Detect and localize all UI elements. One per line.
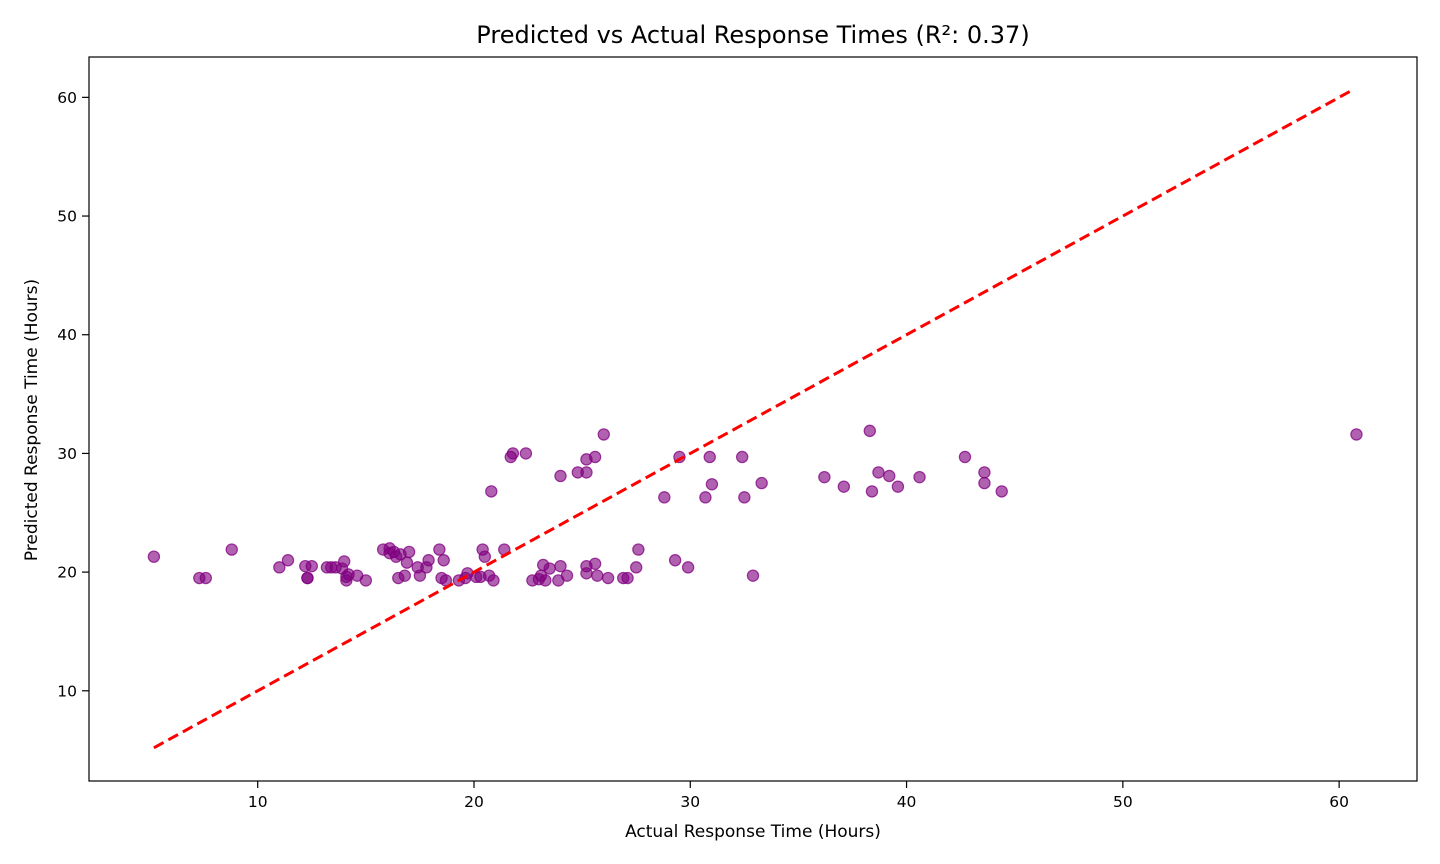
data-point [872,466,885,479]
x-tick-label: 30 [680,793,700,811]
x-tick-label: 10 [248,793,268,811]
data-point [597,428,610,441]
data-point [539,574,552,587]
plot-frame [88,56,1418,782]
x-tick-label: 40 [897,793,917,811]
data-point [478,550,492,563]
data-point [630,561,643,574]
data-point [301,571,314,585]
data-point [485,485,498,498]
data-point [554,469,567,483]
data-point [519,447,533,460]
reference-line-layer [153,90,1351,750]
x-axis-ticks: 10 20 30 40 50 60 [248,781,1349,811]
data-point [359,574,373,587]
data-point [506,447,520,460]
data-point [543,562,556,575]
data-point [865,485,879,498]
y-tick-label: 30 [57,445,77,463]
data-point [433,543,446,556]
data-point [958,450,972,464]
chart-title: Predicted vs Actual Response Times (R²: … [476,21,1029,49]
y-tick-label: 60 [57,89,77,107]
data-points [147,424,1363,587]
data-point [560,569,574,582]
data-point [837,480,851,493]
data-point [995,485,1008,498]
data-point [746,569,760,582]
data-point [554,559,567,573]
y-tick-label: 50 [57,208,77,226]
y-tick-label: 40 [57,326,77,344]
data-point [755,476,768,490]
data-point [601,571,615,585]
data-point [281,554,295,567]
data-point [199,571,212,585]
reference-line [153,90,1351,750]
data-point [580,466,593,479]
y-tick-label: 20 [57,564,77,582]
data-point [402,545,416,559]
y-axis-ticks: 10 20 30 40 50 60 [57,89,89,700]
data-point [978,466,991,479]
data-point [225,543,238,556]
data-point [422,554,435,567]
y-tick-label: 10 [57,682,77,700]
data-point [580,567,593,580]
data-point [883,469,896,483]
data-point [588,450,602,464]
data-point [1350,428,1363,441]
data-point [681,561,695,574]
data-point [413,569,427,582]
data-point [147,550,161,563]
data-point [305,559,318,573]
data-point [338,555,351,568]
data-point [591,569,604,582]
x-axis-label: Actual Response Time (Hours) [625,822,881,842]
data-point [658,491,671,504]
x-tick-label: 50 [1113,793,1133,811]
y-axis-label: Predicted Response Time (Hours) [22,279,42,561]
data-point [738,491,751,504]
data-point [699,491,712,504]
data-point [891,480,905,493]
data-point [863,424,876,438]
data-point [705,478,719,491]
data-point [400,556,414,569]
data-point [978,476,991,490]
data-point [632,543,645,556]
data-point [273,561,286,574]
x-tick-label: 60 [1329,793,1349,811]
data-point [621,571,634,585]
data-point [913,470,926,484]
data-point [487,574,500,587]
data-point [818,470,831,484]
data-point [588,557,602,571]
data-point [437,554,450,567]
data-point [668,554,682,567]
data-point [703,450,716,464]
data-point [398,569,411,582]
data-point [735,450,749,464]
x-tick-label: 20 [464,793,484,811]
